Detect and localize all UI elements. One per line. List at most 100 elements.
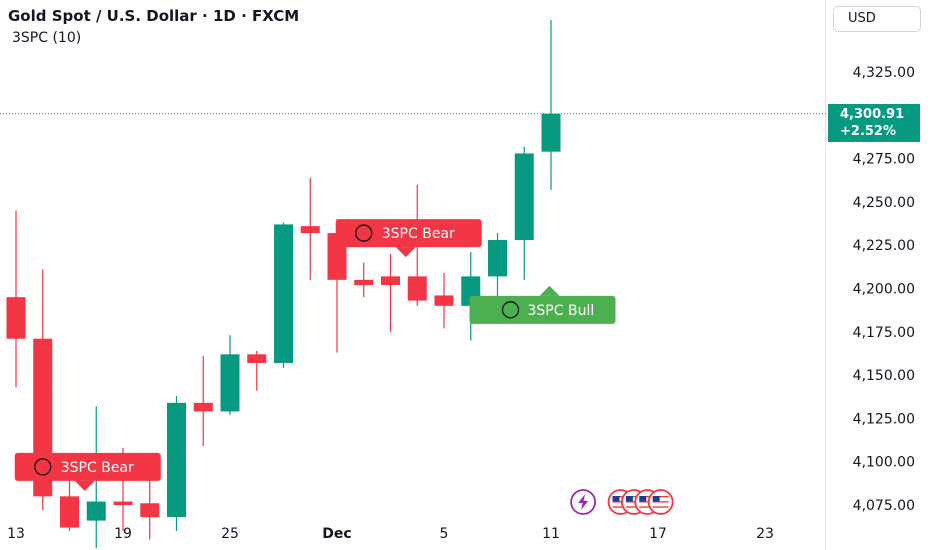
- price-tick-label: 4,075.00: [853, 498, 915, 514]
- flag-stripe: [652, 503, 669, 506]
- flag-stripe: [652, 496, 669, 498]
- chart-title: Gold Spot / U.S. Dollar · 1D · FXCM: [8, 7, 300, 25]
- price-axis-divider: [825, 0, 826, 550]
- flag-stripe: [625, 501, 642, 503]
- flag-canton: [639, 496, 647, 502]
- flag-stripe: [639, 503, 656, 506]
- signal-dot-icon: [355, 224, 373, 242]
- price-tick-label: 4,100.00: [853, 455, 915, 471]
- candle: [247, 350, 267, 391]
- last-price-change: +2.52%: [840, 124, 896, 139]
- flag-stripe: [652, 506, 669, 508]
- us-flag-icon: [647, 489, 674, 515]
- flag-canton: [652, 496, 660, 502]
- signal-box: [335, 219, 482, 248]
- candle: [6, 210, 26, 388]
- candle: [434, 272, 454, 329]
- lightning-icon: [570, 489, 596, 515]
- time-tick-label: 17: [649, 526, 667, 542]
- candle: [514, 146, 534, 280]
- candle-body: [274, 224, 293, 363]
- flag-stripe: [639, 496, 656, 498]
- signal-label: 3SPC Bear: [382, 226, 455, 242]
- price-tick-label: 4,150.00: [853, 368, 915, 384]
- price-axis: 4,075.00 4,100.00 4,125.00 4,150.00 4,175.00…: [853, 65, 915, 514]
- candle-body: [514, 153, 534, 241]
- candle-body: [6, 297, 26, 339]
- last-price-badge: 4,300.91 +2.52%: [828, 104, 920, 142]
- time-tick-label: 5: [440, 526, 449, 542]
- time-tick-label: Dec: [322, 526, 351, 542]
- candles-group: [6, 20, 561, 549]
- candle-body: [247, 354, 267, 363]
- candle-body: [86, 501, 106, 521]
- signal-label: 3SPC Bull: [528, 303, 595, 319]
- flag-stripe: [625, 506, 642, 508]
- signal-pointer: [539, 285, 560, 296]
- price-tick-label: 4,275.00: [853, 152, 915, 168]
- indicator-label[interactable]: 3SPC (10): [12, 30, 82, 46]
- bear-signal: 3SPC Bear: [14, 452, 161, 491]
- candle-body: [220, 354, 240, 412]
- price-tick-label: 4,175.00: [853, 325, 915, 341]
- flag-stripe: [612, 501, 629, 503]
- last-price-value: 4,300.91: [840, 107, 905, 122]
- candle: [167, 395, 186, 531]
- candle: [220, 335, 240, 415]
- price-tick-label: 4,125.00: [853, 411, 915, 427]
- time-tick-label: 11: [542, 526, 560, 542]
- price-tick-label: 4,225.00: [853, 238, 915, 254]
- candle: [541, 20, 561, 190]
- signal-pointer: [74, 480, 95, 491]
- lightning-bolt: [578, 494, 589, 510]
- candle-body: [434, 295, 454, 306]
- signal-box: [14, 452, 161, 481]
- time-tick-label: 23: [756, 526, 774, 542]
- signal-dot-icon: [34, 458, 52, 476]
- candle: [300, 177, 320, 280]
- flag-stripe: [612, 498, 629, 500]
- candle-body: [381, 276, 400, 286]
- candle: [274, 222, 293, 369]
- time-axis: 13 19 25 Dec 5 11 17 23: [7, 526, 774, 542]
- candle: [381, 253, 400, 332]
- candle-body: [300, 226, 320, 234]
- candle: [488, 233, 507, 306]
- signals-group: 3SPC Bear 3SPC Bear 3SPC Bull: [14, 219, 616, 491]
- flag-canton: [612, 496, 620, 502]
- flag-stripe: [639, 498, 656, 500]
- bull-signal: 3SPC Bull: [469, 285, 616, 324]
- signal-pointer: [395, 247, 416, 258]
- candle-body: [488, 240, 507, 277]
- time-tick-label: 19: [114, 526, 132, 542]
- price-tick-label: 4,250.00: [853, 195, 915, 211]
- candle-body: [193, 402, 213, 412]
- flag-canton: [625, 496, 633, 502]
- bear-signal: 3SPC Bear: [335, 219, 482, 258]
- candle: [193, 356, 213, 447]
- events-group: [570, 489, 674, 515]
- flag-stripe: [625, 503, 642, 506]
- price-tick-label: 4,200.00: [853, 282, 915, 298]
- signal-label: 3SPC Bear: [61, 460, 134, 476]
- currency-selector[interactable]: USD: [833, 6, 921, 32]
- flag-stripe: [652, 498, 669, 500]
- time-tick-label: 25: [221, 526, 239, 542]
- candle-body: [541, 113, 561, 152]
- candle-body: [407, 276, 427, 301]
- flag-stripe: [639, 501, 656, 503]
- flag-stripe: [612, 506, 629, 508]
- candle-body: [113, 501, 133, 505]
- candle-body: [60, 496, 79, 528]
- flag-stripe: [612, 496, 629, 498]
- flag-stripe: [625, 496, 642, 498]
- candle-body: [140, 503, 160, 518]
- candle-body: [354, 279, 374, 286]
- flag-stripe: [612, 503, 629, 506]
- candle-body: [167, 402, 186, 518]
- price-tick-label: 4,325.00: [853, 65, 915, 81]
- time-tick-label: 13: [7, 526, 25, 542]
- candle: [354, 262, 374, 298]
- signal-dot-icon: [501, 301, 520, 319]
